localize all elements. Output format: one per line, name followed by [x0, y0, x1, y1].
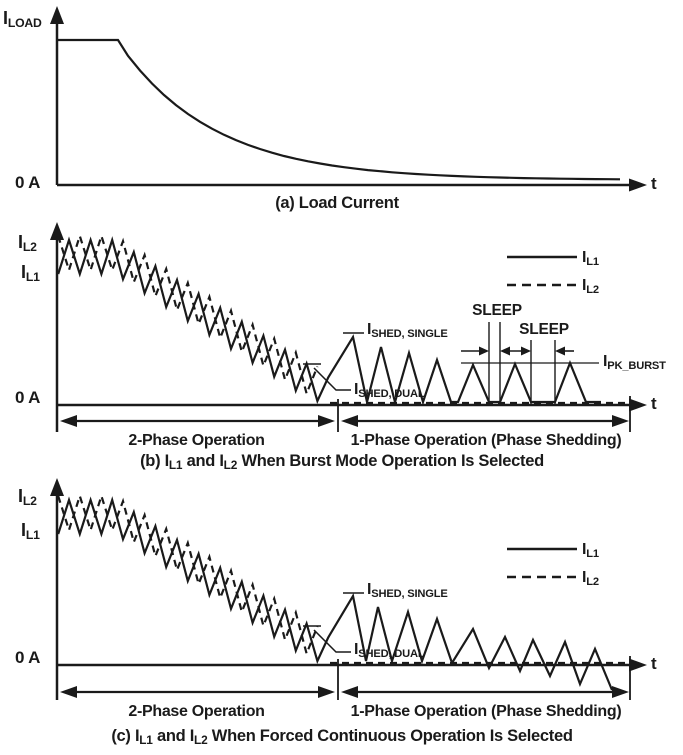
label-main: I: [367, 321, 372, 338]
label-sub: L1: [586, 255, 599, 268]
label-main: I: [582, 277, 587, 294]
panel-b-region-left-arrowhead-l: [60, 415, 77, 427]
panel-b-zero-label: 0 A: [15, 388, 41, 407]
panel-a-zero-label: 0 A: [15, 173, 41, 192]
caption-i2: IL2: [189, 727, 208, 747]
panel-c-region-right-arrowhead-r: [612, 686, 629, 698]
panel-c-region-left-arrowhead-r: [318, 686, 335, 698]
label-sub: L2: [22, 240, 37, 255]
caption-text: When Burst Mode Operation Is Selected: [241, 452, 544, 470]
panel-c-region-right-label: 1-Phase Operation (Phase Shedding): [350, 703, 622, 720]
label-sub: PK_BURST: [607, 359, 666, 372]
panel-c-y-axis-arrow: [50, 478, 64, 496]
panel-b-y-label-il1: IL1: [21, 262, 40, 285]
panel-c-region-left-arrowhead-l: [60, 686, 77, 698]
label-main: I: [18, 232, 23, 252]
panel-c-legend-il1-label: IL1: [582, 541, 599, 559]
label-main: I: [354, 381, 359, 398]
panel-b-caption: (b) IL1 and IL2 When Burst Mode Operatio…: [42, 452, 642, 472]
panel-c-il1-waveform: [57, 496, 614, 691]
caption-text: Load Current: [298, 194, 399, 212]
panel-b-legend-il1-label: IL1: [582, 249, 599, 267]
panel-b-region-right-arrowhead-r: [612, 415, 629, 427]
label-main: I: [21, 262, 26, 282]
panel-b-region-left-label: 2-Phase Operation: [128, 432, 265, 449]
panel-b-sleep-label-2: SLEEP: [519, 321, 569, 338]
panel-c-shed-single-label: ISHED, SINGLE: [367, 581, 448, 599]
label-sub: SHED, DUAL: [358, 387, 425, 400]
panel-b-x-axis-arrow: [629, 398, 647, 412]
panel-c-caption: (c) IL1 and IL2 When Forced Continuous O…: [42, 727, 642, 747]
label-main: I: [21, 520, 26, 540]
panel-b-y-axis-arrow: [50, 222, 64, 240]
panel-a-x-axis-arrow: [629, 178, 647, 192]
label-sub: L2: [22, 494, 37, 509]
label-sub: L2: [586, 283, 599, 296]
panel-b-region-right-arrowhead-l: [341, 415, 358, 427]
panel-c-y-label-il2: IL2: [18, 486, 37, 509]
panel-b-sleep1-dim-left-head: [479, 346, 489, 356]
caption-i1: IL1: [164, 452, 183, 472]
label-main: I: [582, 569, 587, 586]
label-main: I: [582, 541, 587, 558]
panel-c-legend-il2-label: IL2: [582, 569, 599, 587]
label-main: I: [603, 353, 608, 370]
label-sub: SHED, DUAL: [358, 647, 425, 660]
panel-c-x-axis-arrow: [629, 658, 647, 672]
panel-b-il2-waveform: [57, 232, 319, 398]
panel-b-il1-waveform: [57, 236, 601, 407]
panel-b-shed-dual-leader: [313, 367, 351, 391]
caption-text: When Forced Continuous Operation Is Sele…: [211, 727, 573, 745]
caption-prefix: (a): [275, 194, 295, 212]
panel-c-zero-label: 0 A: [15, 648, 41, 667]
panel-b-sleep1-dim-right-head: [500, 346, 510, 356]
panel-b-region-right-label: 1-Phase Operation (Phase Shedding): [350, 432, 622, 449]
panel-b-time-label: t: [651, 394, 657, 413]
panel-c-time-label: t: [651, 654, 657, 673]
caption-conj: and: [157, 727, 186, 745]
panel-a-caption: (a) Load Current: [177, 194, 497, 212]
panel-c-shed-dual-leader: [313, 629, 351, 653]
panel-b-y-label-il2: IL2: [18, 232, 37, 255]
panel-b-sleep2-dim-right-head: [555, 346, 565, 356]
label-sub: SHED, SINGLE: [371, 587, 448, 600]
label-sub: L1: [25, 528, 40, 543]
caption-prefix: (c): [111, 727, 131, 745]
caption-prefix: (b): [140, 452, 161, 470]
panel-c-region-right-arrowhead-l: [341, 686, 358, 698]
caption-i2: IL2: [219, 452, 238, 472]
caption-conj: and: [186, 452, 216, 470]
label-main: I: [354, 641, 359, 658]
panel-b-legend-il2-label: IL2: [582, 277, 599, 295]
label-sub: L1: [586, 547, 599, 560]
caption-i1: IL1: [134, 727, 153, 747]
label-main: I: [3, 8, 8, 28]
panel-b-pk-burst-label: IPK_BURST: [603, 353, 666, 371]
panel-c-y-label-il1: IL1: [21, 520, 40, 543]
label-main: I: [18, 486, 23, 506]
panel-a-y-axis-label: ILOAD: [3, 8, 42, 31]
label-main: I: [582, 249, 587, 266]
panel-a-y-axis-arrow: [50, 6, 64, 24]
label-sub: LOAD: [7, 16, 42, 31]
label-sub: SHED, SINGLE: [371, 327, 448, 340]
panel-b-sleep-label-1: SLEEP: [472, 302, 522, 319]
panel-b-region-left-arrowhead-r: [318, 415, 335, 427]
panel-c-shed-dual-label: ISHED, DUAL: [354, 641, 425, 660]
label-main: I: [367, 581, 372, 598]
label-sub: L1: [25, 270, 40, 285]
panel-a-load-curve: [57, 38, 621, 181]
label-sub: L2: [586, 575, 599, 588]
panel-b-shed-single-label: ISHED, SINGLE: [367, 321, 448, 339]
panel-c-il2-waveform: [57, 492, 319, 658]
panel-b-shed-dual-label: ISHED, DUAL: [354, 381, 425, 400]
panel-c-region-left-label: 2-Phase Operation: [128, 703, 265, 720]
panel-b-sleep2-dim-left-head: [521, 346, 531, 356]
panel-a-time-label: t: [651, 174, 657, 193]
